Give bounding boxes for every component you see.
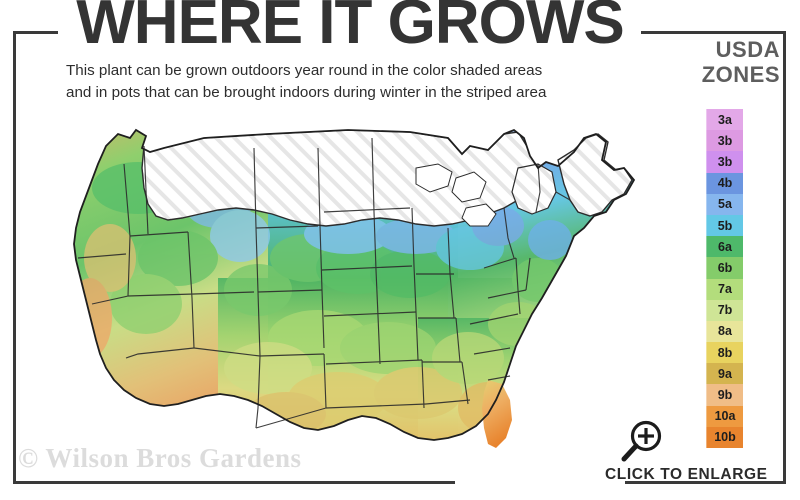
usda-hardiness-map [18, 108, 678, 468]
frame-border-top-left [13, 31, 58, 34]
zone-swatch-5a-4: 5a [706, 193, 743, 215]
subtitle: This plant can be grown outdoors year ro… [66, 60, 636, 103]
zone-swatch-label: 7a [718, 282, 732, 297]
magnifier-plus-icon[interactable] [617, 419, 665, 467]
zone-swatch-label: 3b [717, 133, 733, 148]
frame-bottom-gap [455, 481, 625, 484]
watermark: © Wilson Bros Gardens [18, 443, 302, 473]
zone-swatch-7b-9: 7b [706, 299, 743, 321]
map-florida [482, 380, 512, 448]
zone-swatch-6b-7: 6b [706, 257, 743, 279]
subtitle-line-2: and in pots that can be brought indoors … [66, 83, 547, 101]
zone-swatch-10b-15: 10b [706, 426, 743, 448]
map-state-borders [77, 137, 571, 429]
zone-swatch-label: 10b [714, 430, 736, 445]
zone-swatch-label: 8b [717, 345, 733, 360]
zone-swatch-8a-10: 8a [706, 320, 743, 343]
frame-border-left [13, 31, 16, 484]
legend-title-line-2: ZONES [701, 61, 780, 87]
zone-swatch-label: 8a [718, 324, 732, 339]
zone-swatch-label: 9b [717, 388, 733, 403]
frame-border-right [783, 31, 786, 484]
zone-swatch-label: 6a [718, 239, 732, 254]
frame-border-top-right [641, 31, 786, 34]
subtitle-line-1: This plant can be grown outdoors year ro… [66, 62, 543, 79]
legend-title-line-1: USDA [715, 37, 780, 62]
zone-swatch-3b-2: 3b [706, 151, 743, 173]
click-to-enlarge-label[interactable]: CLICK TO ENLARGE [605, 466, 768, 483]
zone-swatch-label: 4b [717, 176, 733, 191]
frame-border-bottom-right [625, 481, 786, 484]
zone-swatch-3a-0: 3a [706, 109, 743, 131]
map-national-outline [73, 128, 636, 441]
usda-zone-legend: 3a 3b 3b 4b 5a 5b 6a 6b 7a 7b 8a 8b 9a 9b 10a 10b [706, 109, 743, 448]
zone-swatch-label: 10a [714, 409, 736, 424]
zone-swatch-8b-11: 8b [706, 342, 743, 364]
zone-swatch-7a-8: 7a [706, 278, 743, 300]
zone-swatch-10a-14: 10a [706, 405, 743, 427]
zone-swatch-label: 3b [717, 154, 733, 169]
map-great-lakes [415, 163, 497, 227]
zone-swatch-label: 6b [717, 260, 733, 275]
zone-swatch-4b-3: 4b [706, 172, 743, 194]
frame-border-bottom [13, 481, 786, 484]
zone-swatch-label: 9a [718, 366, 732, 381]
zone-swatch-9b-13: 9b [706, 384, 743, 406]
legend-title: USDA ZONES [640, 37, 780, 87]
zone-swatch-3b-1: 3b [706, 130, 743, 152]
zone-swatch-6a-6: 6a [706, 236, 743, 258]
zone-swatch-label: 7b [717, 303, 733, 318]
page-title: WHERE IT GROWS [76, 0, 624, 57]
zone-swatch-9a-12: 9a [706, 363, 743, 385]
zone-swatch-label: 5b [717, 218, 733, 233]
zone-swatch-5b-5: 5b [706, 214, 743, 237]
zone-swatch-label: 3a [718, 112, 732, 127]
zone-swatch-label: 5a [718, 197, 732, 212]
